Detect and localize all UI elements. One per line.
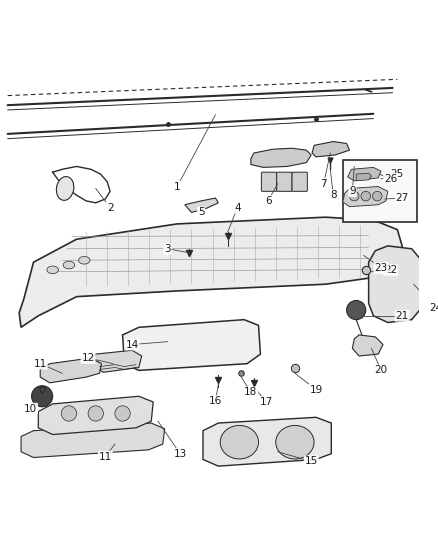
- Circle shape: [61, 406, 77, 421]
- Ellipse shape: [63, 261, 75, 269]
- Text: 24: 24: [429, 303, 438, 313]
- Text: 26: 26: [384, 174, 397, 184]
- Text: 25: 25: [391, 169, 404, 179]
- Text: 23: 23: [374, 263, 388, 273]
- Circle shape: [350, 191, 359, 201]
- Ellipse shape: [47, 266, 58, 273]
- FancyBboxPatch shape: [277, 172, 292, 191]
- Polygon shape: [92, 350, 142, 373]
- Text: 14: 14: [126, 340, 139, 350]
- Circle shape: [361, 191, 371, 201]
- Ellipse shape: [57, 176, 74, 200]
- Text: 7: 7: [320, 179, 327, 189]
- Text: 3: 3: [164, 244, 171, 254]
- Text: 21: 21: [396, 311, 409, 321]
- Polygon shape: [185, 198, 218, 213]
- Text: 11: 11: [99, 451, 112, 462]
- Polygon shape: [38, 396, 153, 434]
- Circle shape: [115, 406, 130, 421]
- Polygon shape: [312, 142, 350, 157]
- Circle shape: [88, 406, 103, 421]
- Text: 27: 27: [396, 193, 409, 203]
- Text: 11: 11: [34, 359, 47, 369]
- Text: 6: 6: [265, 196, 272, 206]
- Ellipse shape: [276, 425, 314, 459]
- Polygon shape: [343, 187, 388, 207]
- Text: 18: 18: [244, 387, 258, 398]
- Text: 20: 20: [374, 366, 388, 375]
- Text: 2: 2: [107, 203, 113, 213]
- Text: 8: 8: [330, 190, 336, 200]
- Polygon shape: [251, 148, 311, 167]
- FancyBboxPatch shape: [292, 172, 307, 191]
- Text: 10: 10: [24, 403, 37, 414]
- Polygon shape: [352, 335, 383, 356]
- Text: 19: 19: [309, 384, 323, 394]
- Polygon shape: [348, 167, 381, 181]
- Ellipse shape: [78, 256, 90, 264]
- Polygon shape: [203, 417, 331, 466]
- Text: 9: 9: [349, 187, 356, 196]
- Text: 4: 4: [234, 203, 241, 213]
- Ellipse shape: [344, 160, 365, 168]
- FancyBboxPatch shape: [261, 172, 277, 191]
- Text: 15: 15: [304, 456, 318, 466]
- Circle shape: [346, 301, 366, 320]
- Text: 17: 17: [260, 397, 273, 407]
- Polygon shape: [356, 173, 371, 181]
- Polygon shape: [21, 423, 165, 457]
- Polygon shape: [19, 217, 402, 327]
- Circle shape: [372, 191, 382, 201]
- Polygon shape: [369, 246, 421, 322]
- Circle shape: [32, 386, 53, 407]
- Bar: [343, 160, 417, 222]
- Ellipse shape: [220, 425, 258, 459]
- Text: 13: 13: [173, 449, 187, 459]
- Text: 5: 5: [198, 207, 205, 217]
- Polygon shape: [40, 358, 102, 383]
- Text: 22: 22: [384, 265, 397, 275]
- Text: 12: 12: [81, 353, 95, 363]
- Polygon shape: [123, 320, 261, 370]
- Text: 16: 16: [209, 396, 222, 406]
- Text: 1: 1: [174, 182, 180, 191]
